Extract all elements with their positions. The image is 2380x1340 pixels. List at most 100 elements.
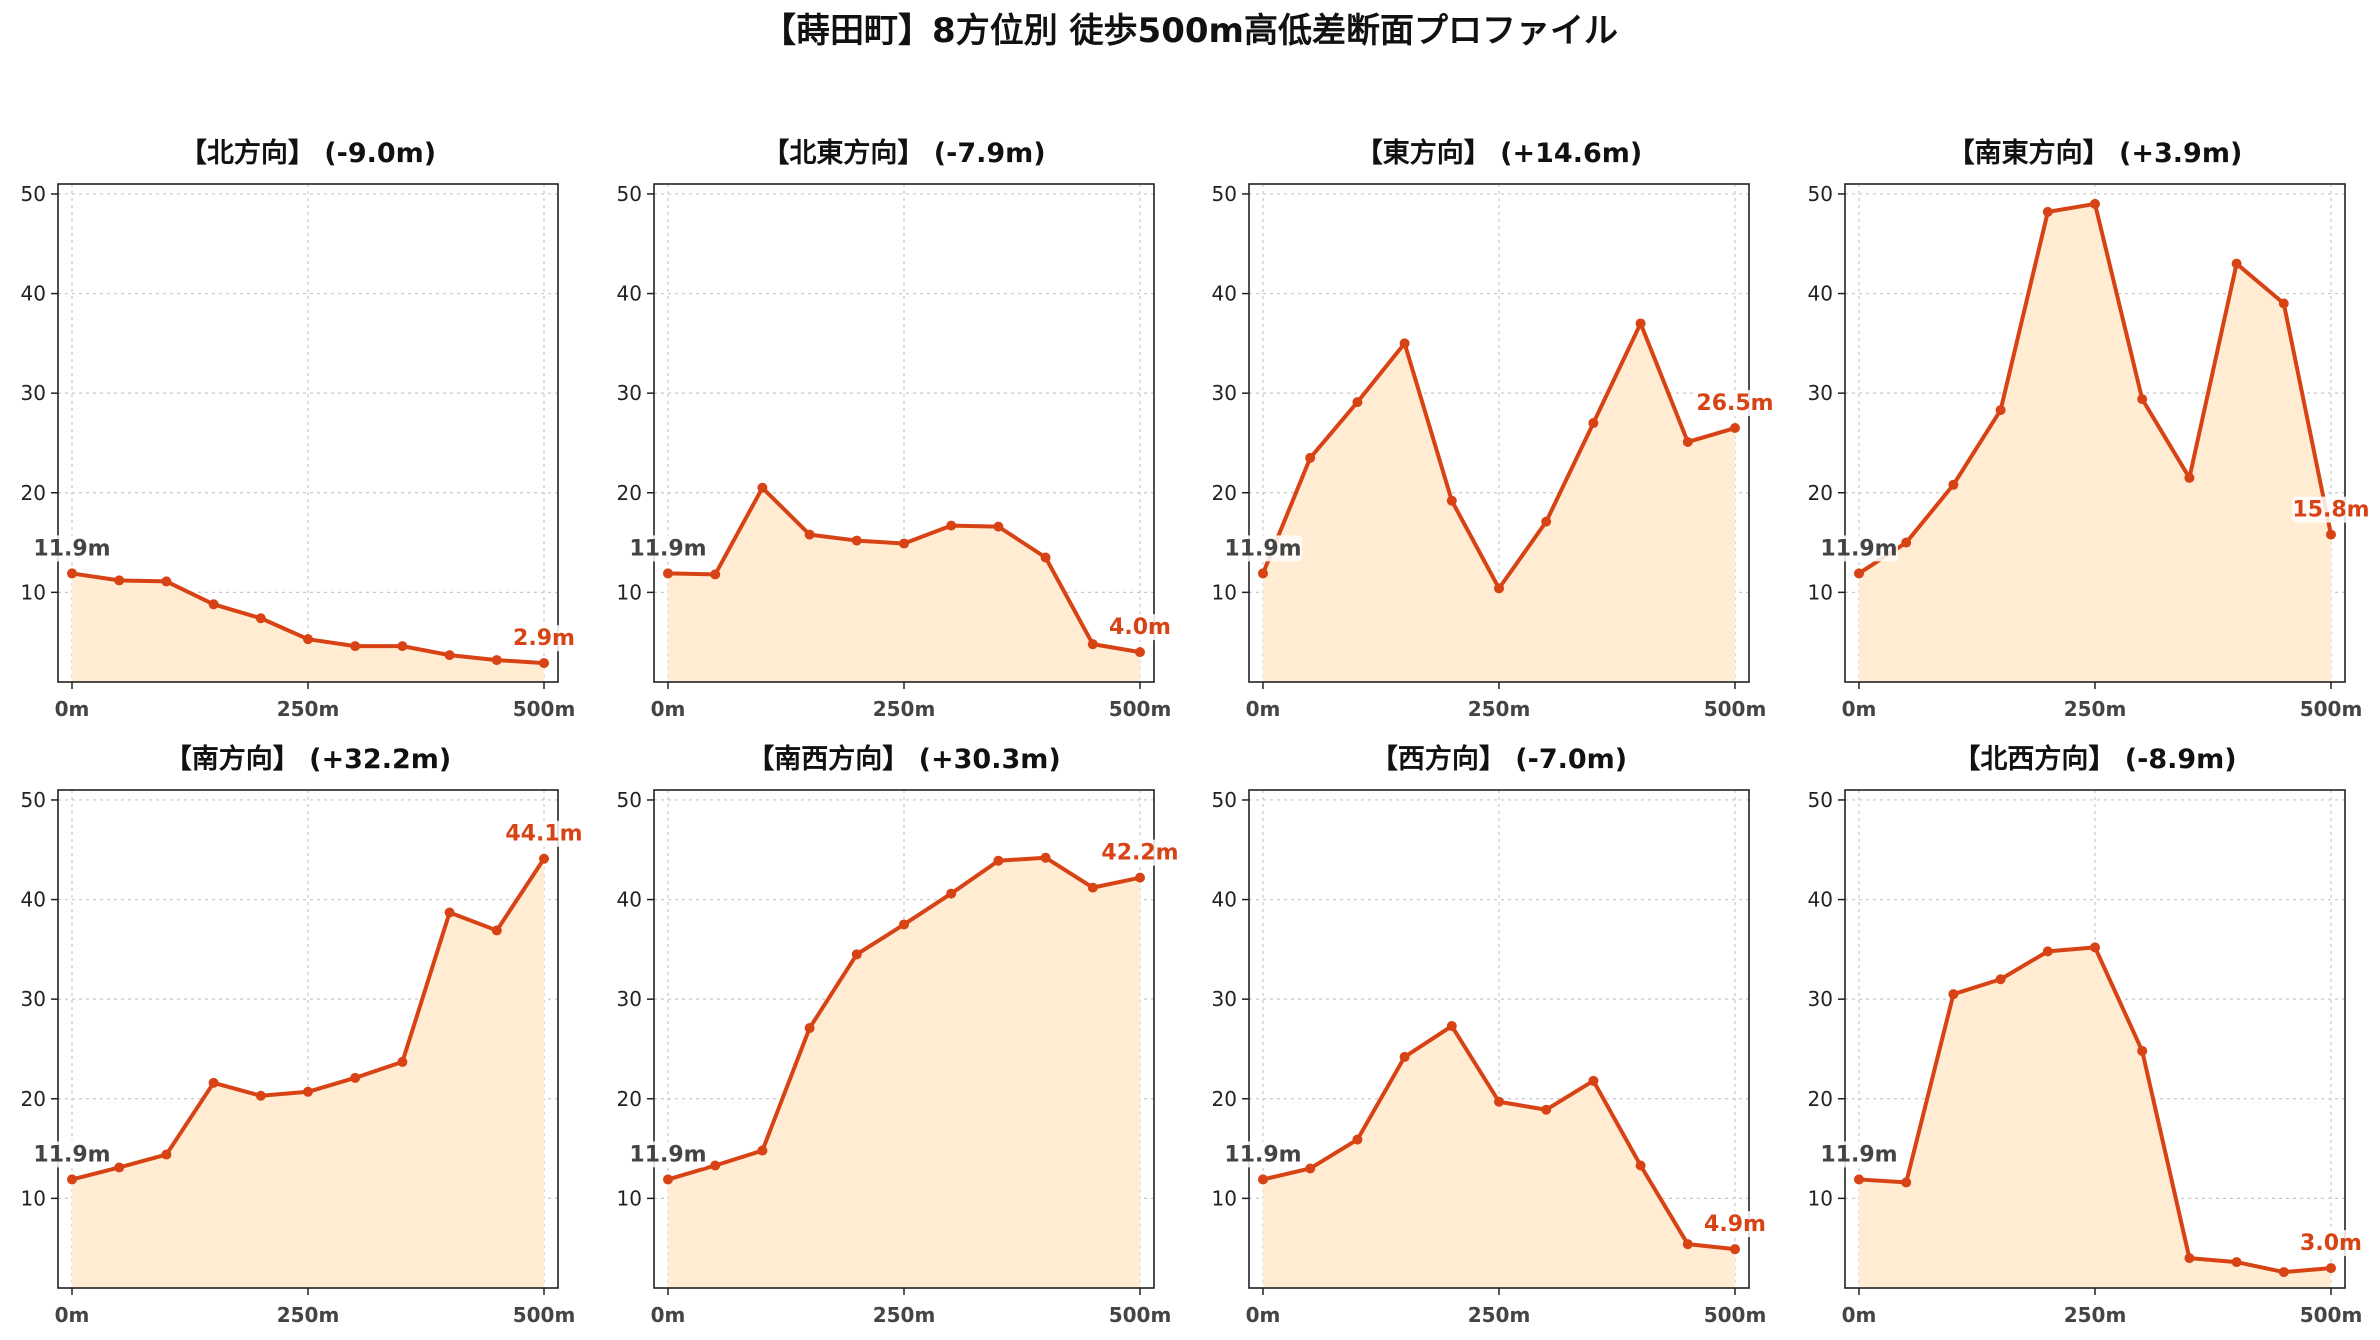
y-tick-label: 50 bbox=[21, 788, 46, 812]
y-tick-label: 50 bbox=[617, 182, 642, 206]
data-point bbox=[2042, 946, 2053, 957]
data-point bbox=[2231, 1257, 2242, 1268]
data-point bbox=[1258, 1174, 1268, 1185]
end-elevation-label: 4.9m bbox=[1704, 1212, 1766, 1237]
panel-title: 【南方向】 (+32.2m) bbox=[165, 743, 451, 775]
y-tick-label: 30 bbox=[617, 987, 642, 1011]
end-elevation-label-bg bbox=[1108, 614, 1172, 641]
y-tick-label: 40 bbox=[1808, 282, 1833, 306]
data-point bbox=[303, 1086, 313, 1097]
end-elevation-label-bg bbox=[1703, 1211, 1767, 1238]
panel-title: 【東方向】 (+14.6m) bbox=[1356, 137, 1642, 169]
y-tick-label: 50 bbox=[1212, 788, 1237, 812]
y-tick-label: 10 bbox=[1808, 580, 1833, 604]
axes-frame bbox=[1844, 789, 2346, 1289]
x-tick-label: 250m bbox=[1468, 697, 1531, 721]
y-tick-label: 10 bbox=[21, 1186, 46, 1210]
data-point bbox=[444, 650, 455, 661]
data-point bbox=[1352, 397, 1363, 408]
y-tick-label: 20 bbox=[1212, 481, 1237, 505]
data-point bbox=[1494, 583, 1504, 594]
axes-frame bbox=[1844, 183, 2346, 683]
axes-frame bbox=[1248, 183, 1750, 683]
x-tick-label: 500m bbox=[1704, 697, 1767, 721]
data-point bbox=[1995, 405, 2006, 416]
end-elevation-label: 4.0m bbox=[1109, 615, 1171, 640]
data-point bbox=[1135, 647, 1145, 658]
y-tick-label: 20 bbox=[1808, 481, 1833, 505]
profile-area bbox=[1263, 323, 1735, 682]
data-point bbox=[350, 1072, 361, 1083]
data-point bbox=[161, 1149, 172, 1160]
data-point bbox=[710, 569, 721, 580]
data-point bbox=[114, 1162, 125, 1173]
data-point bbox=[539, 658, 549, 669]
end-elevation-label-bg bbox=[1101, 839, 1179, 866]
x-tick-label: 500m bbox=[2300, 1303, 2363, 1327]
end-elevation-label-bg bbox=[2299, 1230, 2363, 1257]
start-elevation-label-bg bbox=[33, 535, 111, 562]
start-elevation-label-bg bbox=[33, 1141, 111, 1168]
x-tick-label: 500m bbox=[513, 1303, 576, 1327]
data-point bbox=[1682, 1239, 1693, 1250]
panel-title: 【西方向】 (-7.0m) bbox=[1371, 743, 1627, 775]
data-point bbox=[1040, 852, 1051, 863]
y-tick-label: 10 bbox=[1212, 580, 1237, 604]
y-tick-label: 50 bbox=[21, 182, 46, 206]
data-point bbox=[1730, 1244, 1740, 1255]
end-elevation-label: 44.1m bbox=[505, 822, 582, 847]
data-point bbox=[993, 521, 1004, 532]
y-tick-label: 40 bbox=[617, 282, 642, 306]
y-tick-label: 30 bbox=[1808, 381, 1833, 405]
y-tick-label: 30 bbox=[21, 987, 46, 1011]
axes-frame bbox=[1248, 789, 1750, 1289]
profile-area bbox=[1263, 1026, 1735, 1288]
data-point bbox=[1446, 495, 1457, 506]
start-elevation-label: 11.9m bbox=[1224, 536, 1301, 561]
y-tick-label: 40 bbox=[21, 888, 46, 912]
panel-title: 【北東方向】 (-7.9m) bbox=[762, 137, 1045, 169]
data-point bbox=[208, 1077, 219, 1088]
x-tick-label: 500m bbox=[1704, 1303, 1767, 1327]
start-elevation-label: 11.9m bbox=[629, 1142, 706, 1167]
data-point bbox=[67, 1174, 77, 1185]
x-tick-label: 0m bbox=[55, 697, 90, 721]
y-tick-label: 30 bbox=[1212, 381, 1237, 405]
y-tick-label: 10 bbox=[617, 580, 642, 604]
data-point bbox=[1258, 568, 1268, 579]
y-tick-label: 30 bbox=[21, 381, 46, 405]
data-point bbox=[2137, 1045, 2148, 1056]
x-tick-label: 0m bbox=[1246, 697, 1281, 721]
profile-area bbox=[72, 573, 544, 682]
data-point bbox=[2231, 258, 2242, 269]
data-point bbox=[1541, 516, 1552, 527]
data-point bbox=[1135, 872, 1145, 883]
end-elevation-label: 42.2m bbox=[1101, 841, 1178, 866]
data-point bbox=[1541, 1104, 1552, 1115]
data-point bbox=[1948, 479, 1959, 490]
data-point bbox=[1399, 338, 1410, 349]
profile-area bbox=[668, 857, 1140, 1288]
x-tick-label: 0m bbox=[651, 1303, 686, 1327]
data-point bbox=[350, 641, 361, 652]
data-point bbox=[1399, 1051, 1410, 1062]
end-elevation-label-bg bbox=[505, 820, 583, 847]
y-tick-label: 50 bbox=[1808, 182, 1833, 206]
y-tick-label: 20 bbox=[1212, 1087, 1237, 1111]
data-point bbox=[1446, 1021, 1457, 1032]
start-elevation-label-bg bbox=[1820, 1141, 1898, 1168]
profile-area bbox=[72, 858, 544, 1288]
y-tick-label: 10 bbox=[1808, 1186, 1833, 1210]
x-tick-label: 250m bbox=[277, 1303, 340, 1327]
data-point bbox=[899, 919, 909, 930]
y-tick-label: 40 bbox=[617, 888, 642, 912]
x-tick-label: 0m bbox=[1246, 1303, 1281, 1327]
x-tick-label: 0m bbox=[1842, 1303, 1877, 1327]
y-tick-label: 50 bbox=[1808, 788, 1833, 812]
